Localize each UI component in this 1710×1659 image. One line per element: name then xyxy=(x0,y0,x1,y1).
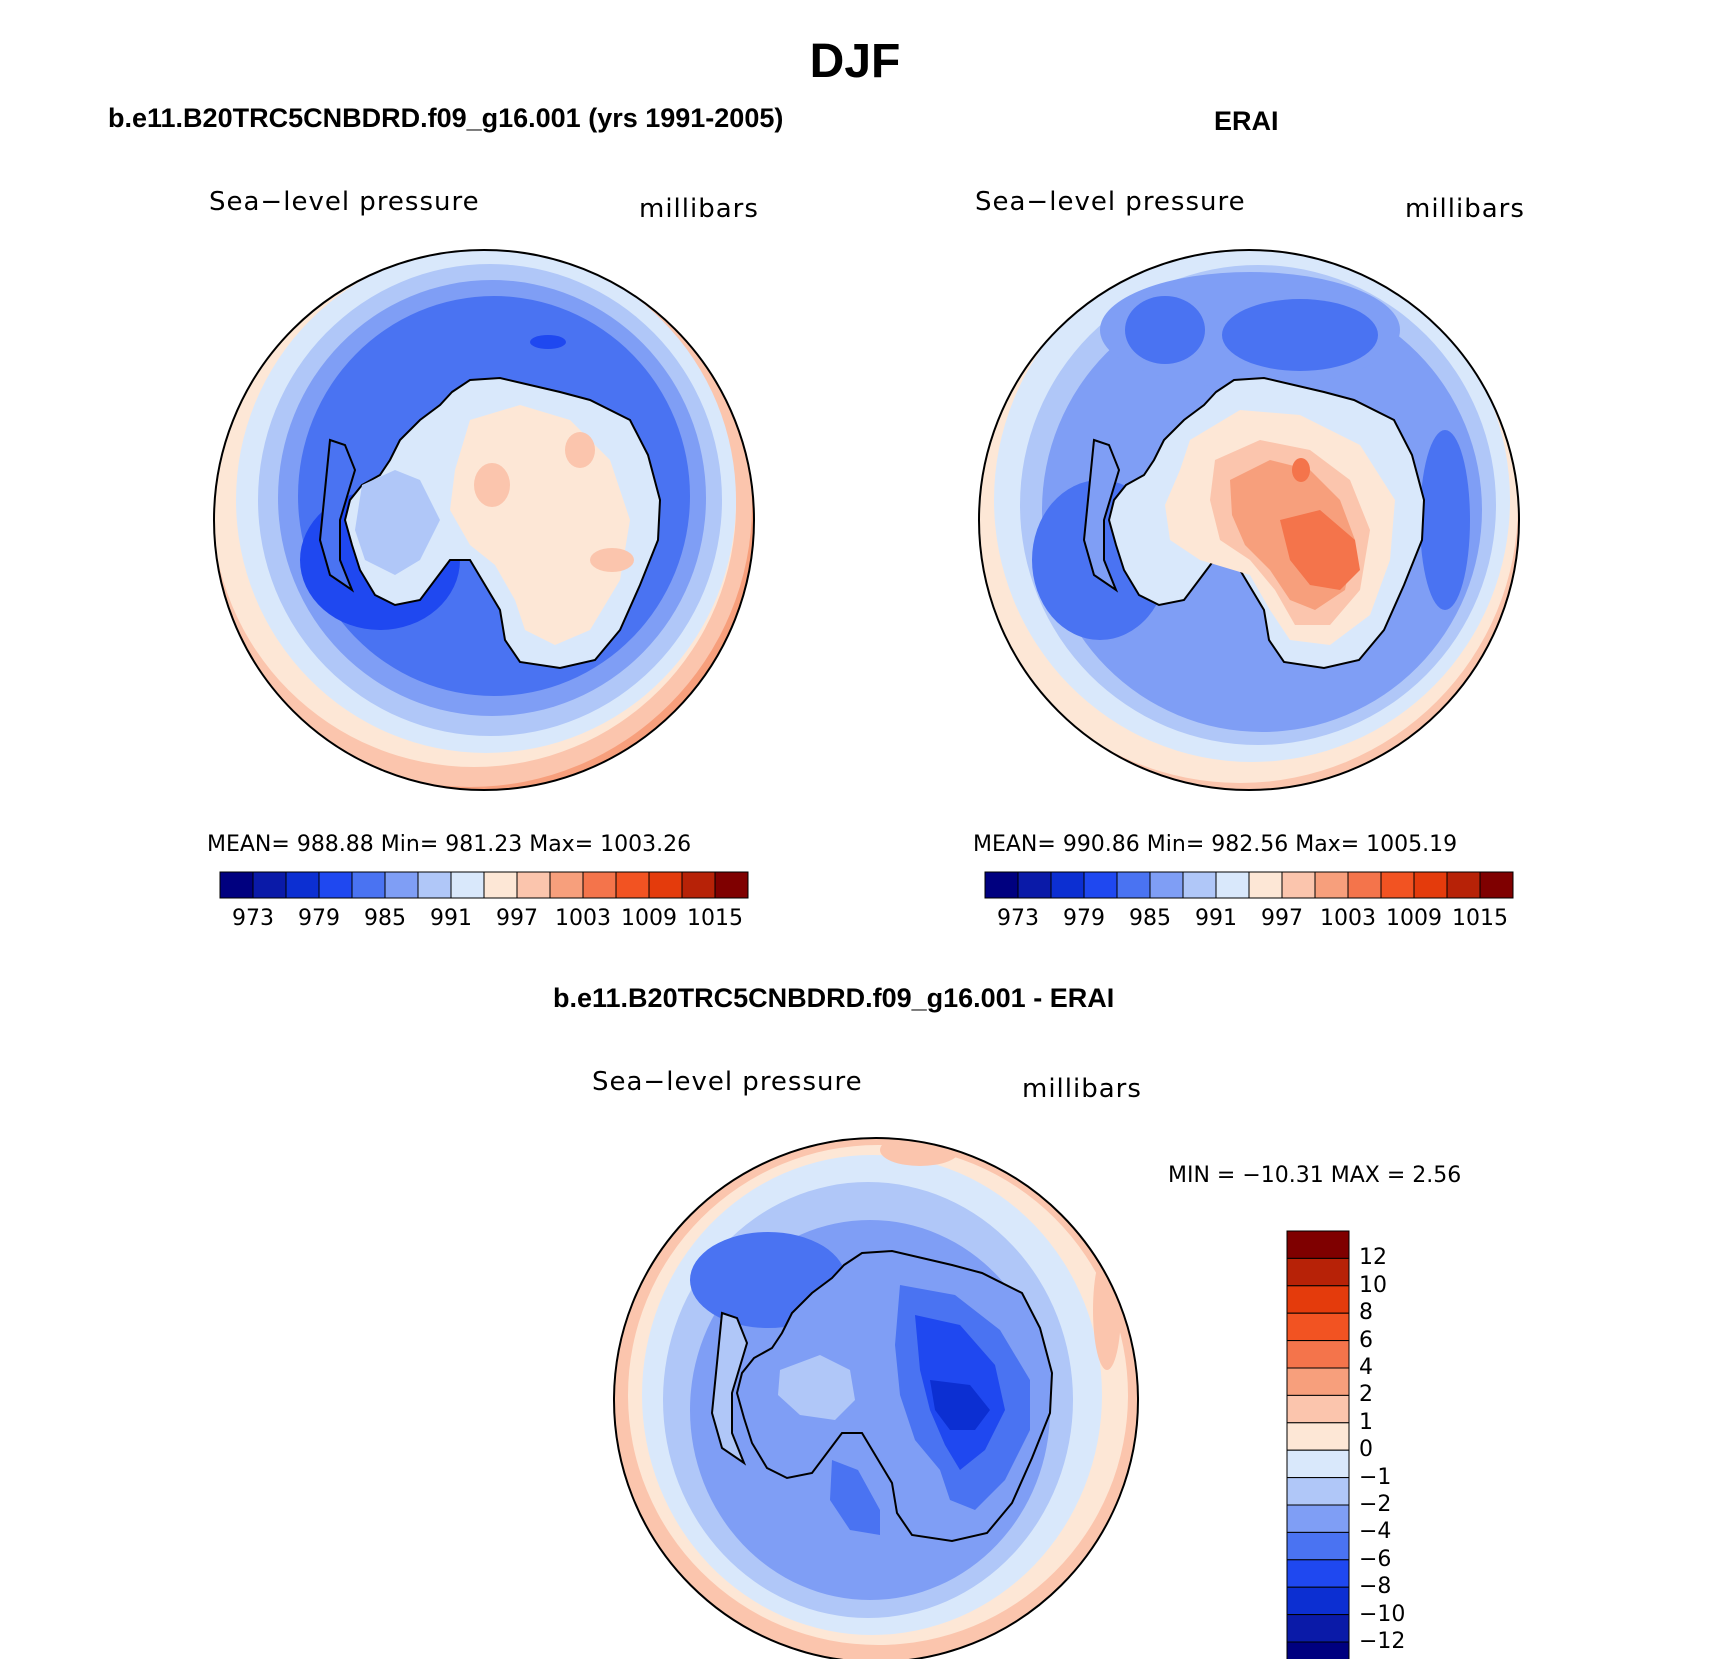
colorbar-swatch xyxy=(615,871,650,899)
right-variable-label: Sea−level pressure xyxy=(975,187,1246,217)
right-colorbar xyxy=(984,871,1514,899)
colorbar-tick-label: 985 xyxy=(364,906,406,931)
colorbar-tick-label: 997 xyxy=(496,906,538,931)
colorbar-swatch xyxy=(1314,871,1349,899)
colorbar-swatch xyxy=(1286,1394,1350,1424)
colorbar-swatch xyxy=(714,871,749,899)
colorbar-swatch xyxy=(417,871,452,899)
colorbar-tick-label: −4 xyxy=(1359,1519,1392,1545)
colorbar-tick-label: 1015 xyxy=(1452,906,1508,931)
left-colorbar xyxy=(219,871,749,899)
colorbar-swatch xyxy=(1286,1230,1350,1259)
colorbar-swatch xyxy=(1286,1614,1350,1643)
colorbar-tick-label: 997 xyxy=(1261,906,1303,931)
colorbar-swatch xyxy=(1286,1504,1350,1533)
colorbar-tick-label: 1003 xyxy=(555,906,611,931)
colorbar-swatch xyxy=(1479,871,1514,899)
colorbar-swatch xyxy=(984,871,1019,899)
left-stats: MEAN= 988.88 Min= 981.23 Max= 1003.26 xyxy=(207,832,692,857)
colorbar-tick-label: 991 xyxy=(430,906,472,931)
colorbar-tick-label: 985 xyxy=(1129,906,1171,931)
colorbar-swatch xyxy=(1286,1559,1350,1588)
left-units-label: millibars xyxy=(639,194,759,224)
colorbar-swatch xyxy=(483,871,518,899)
colorbar-swatch xyxy=(516,871,551,899)
colorbar-swatch xyxy=(1286,1449,1350,1479)
colorbar-tick-label: −12 xyxy=(1359,1629,1406,1654)
colorbar-swatch xyxy=(1017,871,1052,899)
colorbar-swatch xyxy=(1286,1477,1350,1506)
colorbar-swatch xyxy=(1286,1312,1350,1342)
colorbar-swatch xyxy=(1286,1340,1350,1369)
colorbar-tick-label: 979 xyxy=(1063,906,1105,931)
colorbar-swatch xyxy=(1286,1367,1350,1396)
diff-units-label: millibars xyxy=(1022,1074,1142,1104)
colorbar-swatch xyxy=(1248,871,1283,899)
colorbar-swatch xyxy=(681,871,716,899)
colorbar-tick-label: 2 xyxy=(1359,1382,1373,1408)
diff-stats: MIN = −10.31 MAX = 2.56 xyxy=(1168,1163,1462,1188)
colorbar-tick-label: 1 xyxy=(1359,1409,1373,1435)
colorbar-swatch xyxy=(1149,871,1184,899)
colorbar-tick-label: 1003 xyxy=(1320,906,1376,931)
colorbar-swatch xyxy=(1182,871,1217,899)
colorbar-swatch xyxy=(1286,1586,1350,1616)
colorbar-tick-label: 6 xyxy=(1359,1327,1373,1353)
colorbar-tick-label: 1015 xyxy=(687,906,743,931)
colorbar-swatch xyxy=(648,871,683,899)
colorbar-swatch xyxy=(351,871,386,899)
colorbar-swatch xyxy=(1281,871,1316,899)
colorbar-swatch xyxy=(318,871,353,899)
colorbar-swatch xyxy=(1380,871,1415,899)
colorbar-tick-label: −6 xyxy=(1359,1546,1392,1572)
colorbar-tick-label: −2 xyxy=(1359,1492,1392,1517)
figure-title: DJF xyxy=(809,35,901,88)
colorbar-swatch xyxy=(450,871,485,899)
colorbar-swatch xyxy=(1286,1531,1350,1561)
right-units-label: millibars xyxy=(1405,194,1525,224)
colorbar-swatch xyxy=(1347,871,1382,899)
colorbar-swatch xyxy=(1116,871,1151,899)
colorbar-swatch xyxy=(1446,871,1481,899)
diff-colorbar xyxy=(1286,1230,1350,1659)
colorbar-tick-label: 12 xyxy=(1359,1245,1387,1271)
colorbar-tick-label: 8 xyxy=(1359,1300,1373,1326)
colorbar-swatch xyxy=(1286,1641,1350,1659)
colorbar-tick-label: −1 xyxy=(1359,1464,1392,1490)
left-variable-label: Sea−level pressure xyxy=(209,187,480,217)
colorbar-tick-label: −8 xyxy=(1359,1574,1392,1600)
right-panel-title: ERAI xyxy=(1214,106,1279,136)
colorbar-tick-label: 1009 xyxy=(621,906,677,931)
colorbar-swatch xyxy=(285,871,320,899)
colorbar-tick-label: 973 xyxy=(232,906,274,931)
left-panel-title: b.e11.B20TRC5CNBDRD.f09_g16.001 (yrs 199… xyxy=(108,103,784,133)
colorbar-tick-label: 991 xyxy=(1195,906,1237,931)
colorbar-swatch xyxy=(1413,871,1448,899)
colorbar-swatch xyxy=(582,871,617,899)
colorbar-swatch xyxy=(1286,1285,1350,1314)
colorbar-tick-label: 979 xyxy=(298,906,340,931)
colorbar-swatch xyxy=(1286,1422,1350,1451)
colorbar-swatch xyxy=(384,871,419,899)
right-stats: MEAN= 990.86 Min= 982.56 Max= 1005.19 xyxy=(973,832,1458,857)
colorbar-swatch xyxy=(219,871,254,899)
colorbar-tick-label: 4 xyxy=(1359,1355,1373,1380)
diff-variable-label: Sea−level pressure xyxy=(592,1067,863,1097)
colorbar-swatch xyxy=(1083,871,1118,899)
colorbar-swatch xyxy=(252,871,287,899)
colorbar-swatch xyxy=(1050,871,1085,899)
diff-panel-title: b.e11.B20TRC5CNBDRD.f09_g16.001 - ERAI xyxy=(553,983,1115,1013)
colorbar-swatch xyxy=(549,871,584,899)
colorbar-tick-label: 0 xyxy=(1359,1437,1373,1463)
colorbar-swatch xyxy=(1215,871,1250,899)
colorbar-tick-label: 10 xyxy=(1359,1272,1387,1298)
colorbar-tick-label: 1009 xyxy=(1386,906,1442,931)
colorbar-tick-label: 973 xyxy=(997,906,1039,931)
colorbar-swatch xyxy=(1286,1257,1350,1287)
colorbar-tick-label: −10 xyxy=(1359,1601,1406,1627)
